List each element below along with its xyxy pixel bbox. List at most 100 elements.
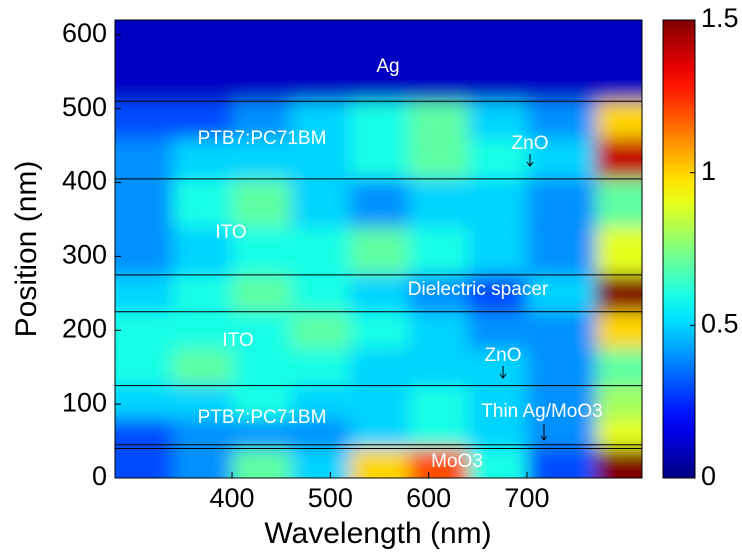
heat-cell (232, 311, 291, 349)
heat-cell (408, 418, 468, 449)
annotation: PTB7:PC71BM (198, 128, 327, 149)
plot-frame (114, 19, 643, 479)
heat-cell (595, 418, 642, 449)
x-tick-label: 500 (308, 483, 353, 513)
y-axis-label: Position (nm) (10, 161, 43, 338)
y-tick-label: 600 (62, 18, 107, 48)
heat-cell (173, 226, 233, 275)
heat-cell (173, 178, 233, 227)
heat-cell (408, 101, 468, 139)
annotation: ITO (222, 330, 253, 351)
heat-cell (467, 101, 527, 139)
heat-cell (232, 385, 291, 419)
heat-cell (349, 385, 409, 419)
heat-cell (467, 20, 527, 102)
heat-cell (173, 311, 233, 349)
y-tick-label: 100 (62, 387, 107, 417)
heat-cell (595, 178, 642, 227)
heat-cell (595, 348, 642, 386)
heat-cell (526, 226, 596, 275)
heat-cell (115, 348, 174, 386)
annotation-arrowhead (526, 161, 534, 167)
heat-cell (115, 311, 174, 349)
y-tick-label: 200 (62, 313, 107, 343)
annotation-arrowhead (540, 435, 548, 441)
heat-cell (467, 274, 527, 312)
heat-cell (349, 418, 409, 449)
heat-cell (290, 274, 350, 312)
heat-cell (408, 448, 468, 478)
heat-cell (408, 138, 468, 179)
heat-cell (173, 348, 233, 386)
heat-cell (526, 178, 596, 227)
heat-cell (408, 178, 468, 227)
heat-cell (349, 274, 409, 312)
heat-cell (526, 418, 596, 449)
heat-cell (467, 385, 527, 419)
x-tick-label: 700 (504, 483, 549, 513)
heat-cell (408, 274, 468, 312)
heat-cell (232, 101, 291, 139)
heat-cell (349, 226, 409, 275)
y-tick-label: 400 (62, 166, 107, 196)
heat-cell (595, 311, 642, 349)
annotation-arrowhead (499, 373, 507, 379)
heat-cell (349, 138, 409, 179)
colorbar-tick-label: 1.5 (701, 3, 739, 33)
heat-cell (232, 448, 291, 478)
y-tick-label: 0 (92, 461, 107, 491)
x-tick-label: 600 (406, 483, 451, 513)
x-axis-label: Wavelength (nm) (264, 517, 491, 550)
annotation: Ag (376, 56, 399, 77)
heat-cell (526, 274, 596, 312)
annotation: Thin Ag/MoO3 (481, 401, 602, 422)
heat-cell (349, 101, 409, 139)
heat-cell (467, 178, 527, 227)
heat-cell (115, 138, 174, 179)
heat-cell (232, 20, 291, 102)
heat-cell (595, 448, 642, 478)
heat-cell (290, 418, 350, 449)
heat-cell (526, 348, 596, 386)
heatmap (115, 20, 642, 478)
heat-cell (349, 311, 409, 349)
annotation: ZnO (512, 133, 549, 154)
heat-cell (173, 385, 233, 419)
heat-cell (290, 311, 350, 349)
heat-cell (290, 448, 350, 478)
heat-cell (232, 178, 291, 227)
heat-cell (467, 138, 527, 179)
heat-cell (526, 20, 596, 102)
heat-cell (232, 138, 291, 179)
heat-cell (349, 448, 409, 478)
heat-cell (290, 138, 350, 179)
heat-cell (290, 385, 350, 419)
heat-cell (467, 311, 527, 349)
y-tick-label: 500 (62, 92, 107, 122)
colorbar-tick-label: 0.5 (701, 308, 739, 338)
heat-cell (232, 226, 291, 275)
heat-cell (115, 274, 174, 312)
heat-cell (467, 348, 527, 386)
annotation: ZnO (485, 345, 522, 366)
annotation: ITO (215, 222, 246, 243)
y-tick-label: 300 (62, 240, 107, 270)
heat-cell (115, 101, 174, 139)
heat-cell (173, 418, 233, 449)
heat-cell (173, 20, 233, 102)
heat-cell (526, 385, 596, 419)
heat-cell (408, 311, 468, 349)
heat-cell (232, 348, 291, 386)
heat-cell (408, 226, 468, 275)
heat-cell (115, 385, 174, 419)
annotation: PTB7:PC71BM (198, 407, 327, 428)
heat-cell (595, 274, 642, 312)
heat-cell (173, 138, 233, 179)
heat-cell (349, 178, 409, 227)
heat-cell (408, 348, 468, 386)
colorbar (662, 19, 696, 479)
heat-cell (173, 101, 233, 139)
heat-cell (467, 418, 527, 449)
heat-cell (290, 178, 350, 227)
heat-cell (115, 20, 174, 102)
